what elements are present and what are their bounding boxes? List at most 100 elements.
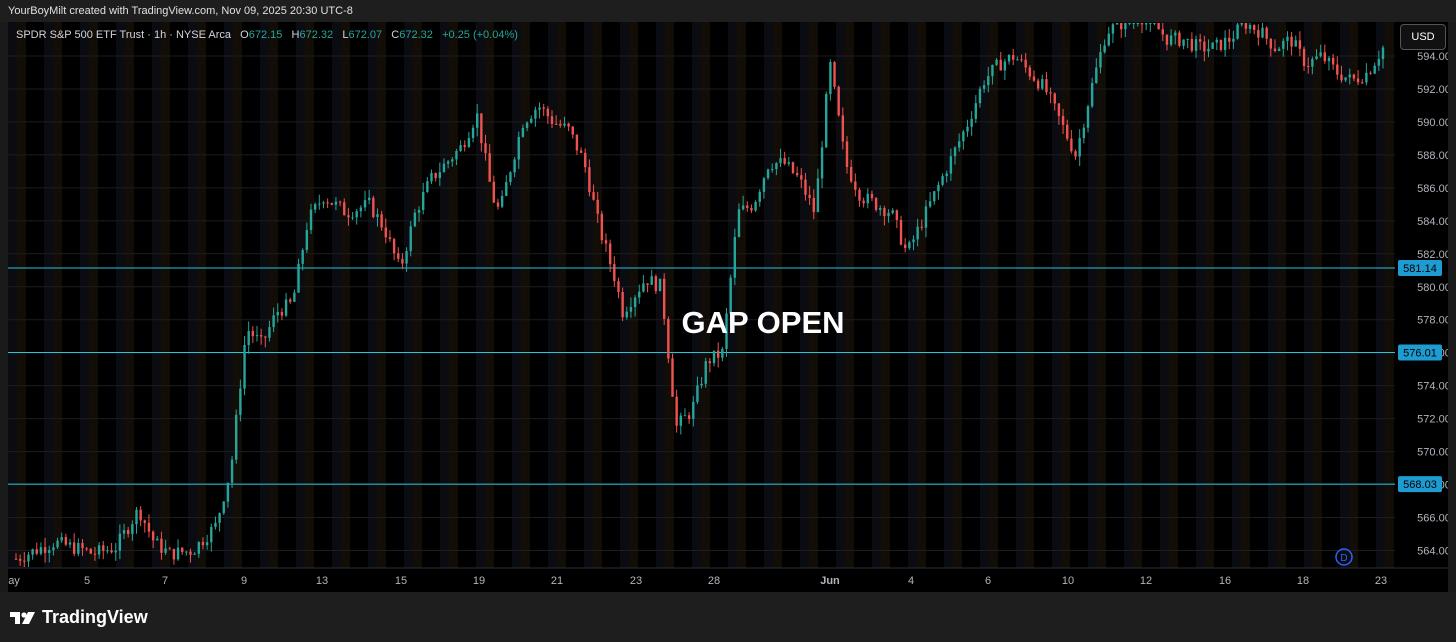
tradingview-logo[interactable]: TradingView bbox=[10, 607, 148, 628]
session-stripe bbox=[917, 22, 926, 568]
session-stripe bbox=[674, 22, 683, 568]
session-stripe bbox=[1187, 22, 1196, 568]
candle-body bbox=[355, 211, 358, 218]
candle-body bbox=[825, 94, 828, 148]
candle-body bbox=[1203, 41, 1206, 52]
candle-body bbox=[301, 250, 304, 264]
candle-body bbox=[39, 547, 43, 554]
candle-body bbox=[426, 181, 429, 192]
candle-body bbox=[1057, 103, 1061, 117]
session-stripe bbox=[1160, 22, 1169, 568]
candle-body bbox=[1336, 64, 1339, 75]
session-stripe bbox=[8, 22, 17, 568]
price-axis[interactable]: 594.00 592.00 590.00 588.00 586.00 584.00 582.… bbox=[1395, 22, 1451, 592]
candle-body bbox=[1028, 67, 1032, 77]
chart-area[interactable]: 594.00 592.00 590.00 588.00 586.00 584.00 582.… bbox=[8, 22, 1451, 592]
candle-body bbox=[662, 278, 666, 319]
day-marker[interactable]: D bbox=[1335, 548, 1353, 566]
candle-body bbox=[367, 197, 371, 201]
candle-body bbox=[1086, 106, 1090, 128]
candle-body bbox=[899, 219, 903, 245]
candle-body bbox=[658, 278, 662, 292]
candle-body bbox=[1198, 39, 1202, 42]
price-levels bbox=[8, 267, 1395, 485]
candle-body bbox=[334, 201, 338, 205]
candle-body bbox=[650, 276, 653, 285]
session-stripe bbox=[737, 22, 746, 568]
currency-button[interactable]: USD bbox=[1400, 24, 1446, 50]
time-tick-label: 13 bbox=[316, 575, 328, 587]
session-stripe bbox=[1007, 22, 1016, 568]
session-stripes bbox=[8, 22, 1403, 568]
candle-body bbox=[858, 189, 861, 201]
session-stripe bbox=[404, 22, 413, 568]
candle-body bbox=[646, 283, 649, 285]
candle-body bbox=[1169, 35, 1173, 45]
candle-body bbox=[559, 123, 562, 126]
candle-body bbox=[521, 127, 525, 137]
session-stripe bbox=[215, 22, 224, 568]
candle-body bbox=[638, 291, 641, 298]
attribution-bar: YourBoyMilt created with TradingView.com… bbox=[0, 0, 1456, 22]
time-axis[interactable]: ay 5 7 9 13 15 19 21 23 28 Jun 4 6 10 12 16 18 23 bbox=[8, 567, 1448, 592]
candle-body bbox=[829, 62, 832, 95]
candle-body bbox=[879, 208, 882, 210]
low-value: 672.07 bbox=[348, 29, 383, 41]
candle-body bbox=[808, 194, 811, 198]
session-stripe bbox=[188, 22, 197, 568]
candle-body bbox=[1211, 42, 1214, 49]
candle-body bbox=[1078, 138, 1081, 157]
candle-body bbox=[18, 558, 22, 561]
candle-body bbox=[372, 197, 375, 218]
session-stripe bbox=[1367, 22, 1376, 568]
session-stripe bbox=[125, 22, 134, 568]
candle-body bbox=[272, 315, 275, 328]
session-stripe bbox=[1034, 22, 1043, 568]
candle-body bbox=[1032, 76, 1036, 81]
candle-body bbox=[31, 549, 34, 555]
candle-body bbox=[733, 236, 737, 278]
session-stripe bbox=[197, 22, 206, 568]
candle-body bbox=[1331, 57, 1335, 65]
session-stripe bbox=[1142, 22, 1151, 568]
candle-body bbox=[1024, 59, 1027, 68]
candle-body bbox=[56, 540, 59, 548]
candle-body bbox=[683, 415, 687, 417]
candle-body bbox=[480, 113, 483, 144]
candle-body bbox=[746, 205, 749, 208]
candle-body bbox=[903, 244, 907, 249]
candle-body bbox=[397, 253, 400, 259]
candle-body bbox=[1090, 82, 1094, 107]
candle-body bbox=[156, 538, 159, 541]
candle-body bbox=[68, 542, 72, 545]
candle-body bbox=[97, 545, 101, 555]
session-stripe bbox=[467, 22, 476, 568]
candle-body bbox=[613, 264, 616, 282]
price-tick-label: 564.00 bbox=[1417, 546, 1448, 558]
candle-body bbox=[102, 545, 105, 551]
candle-body bbox=[1153, 23, 1156, 24]
candle-body bbox=[887, 213, 890, 217]
candle-body bbox=[255, 335, 259, 337]
candle-body bbox=[509, 172, 512, 183]
session-stripe bbox=[1376, 22, 1385, 568]
session-stripe bbox=[287, 22, 296, 568]
candle-body bbox=[500, 195, 504, 207]
session-stripe bbox=[629, 22, 638, 568]
session-stripe bbox=[341, 22, 350, 568]
session-stripe bbox=[476, 22, 485, 568]
session-stripe bbox=[521, 22, 530, 568]
candle-body bbox=[1269, 38, 1273, 49]
session-stripe bbox=[251, 22, 260, 568]
candle-body bbox=[305, 230, 309, 251]
candle-body bbox=[330, 202, 333, 205]
candle-body bbox=[268, 327, 271, 338]
candle-body bbox=[1115, 23, 1119, 25]
session-stripe bbox=[899, 22, 908, 568]
candle-body bbox=[928, 201, 932, 207]
price-tick-label: 592.00 bbox=[1417, 84, 1448, 96]
candle-body bbox=[1356, 78, 1360, 83]
price-chart[interactable]: 594.00 592.00 590.00 588.00 586.00 584.00 582.… bbox=[8, 22, 1451, 592]
session-stripe bbox=[1196, 22, 1205, 568]
candle-body bbox=[151, 531, 155, 541]
